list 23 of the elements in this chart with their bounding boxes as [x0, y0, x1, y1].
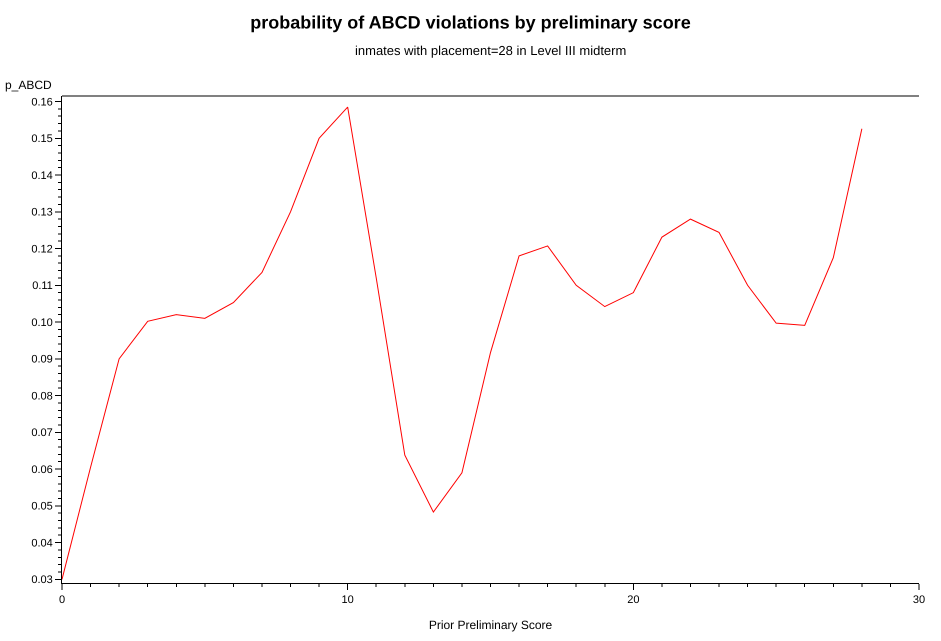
x-tick-label: 0 [58, 594, 66, 606]
chart-title: probability of ABCD violations by preliminary score [250, 12, 691, 33]
y-tick-label: 0.10 [31, 316, 53, 329]
y-tick-label: 0.05 [31, 500, 53, 513]
y-tick-label: 0.12 [31, 243, 53, 256]
y-tick-label: 0.14 [31, 170, 53, 182]
y-tick-label: 0.09 [31, 354, 53, 366]
y-tick-label: 0.15 [31, 133, 53, 146]
y-tick-label: 0.13 [31, 206, 53, 219]
x-tick-label: 20 [627, 594, 640, 606]
y-tick-label: 0.03 [31, 574, 53, 586]
y-tick-label: 0.07 [31, 427, 53, 440]
chart-subtitle: inmates with placement=28 in Level III midterm [355, 43, 626, 58]
y-axis-title: p_ABCD [5, 78, 52, 92]
x-tick-label: 10 [342, 594, 354, 606]
y-tick-label: 0.16 [31, 96, 53, 108]
y-tick-label: 0.11 [32, 280, 53, 292]
line-series [62, 106, 862, 580]
y-tick-label: 0.04 [31, 537, 53, 550]
x-axis-title: Prior Preliminary Score [428, 618, 552, 632]
x-tick-label: 30 [912, 594, 926, 606]
y-tick-label: 0.08 [31, 390, 53, 402]
y-tick-label: 0.06 [31, 464, 53, 476]
